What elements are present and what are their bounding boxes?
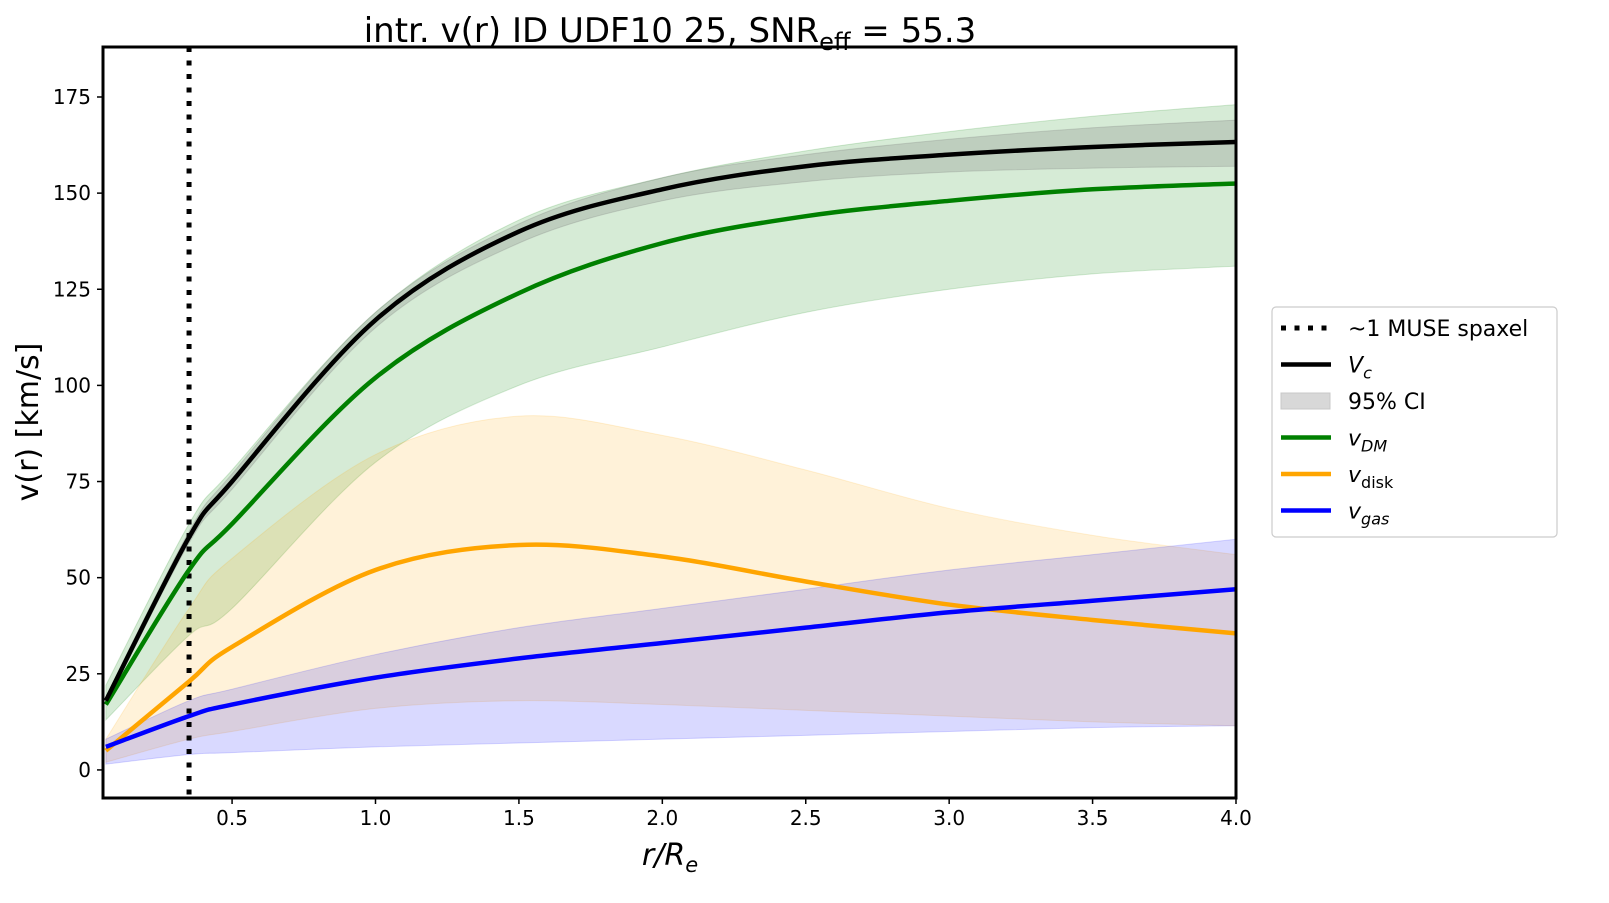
plot-area: 0.5 1.0 1.5 2.0 2.5 3.0 3.5 4.0 0 25 50 75 100 125 150… <box>53 45 1252 830</box>
vdisk-line <box>104 542 1236 753</box>
legend-ci-label: 95% CI <box>1348 390 1426 415</box>
vgas-ci-band <box>105 538 1236 765</box>
y-tick-label: 0 <box>78 758 91 782</box>
legend-ci-patch <box>1280 392 1331 410</box>
legend: ~1 MUSE spaxel Vc 95% CI vDM vdisk vgas <box>1271 306 1558 538</box>
vdm-ci-band <box>105 104 1236 722</box>
x-tick-label: 1.0 <box>360 806 392 830</box>
vc-line <box>103 139 1236 702</box>
y-tick-label: 25 <box>66 662 91 686</box>
y-tick-label: 125 <box>53 277 91 301</box>
y-tick-label: 50 <box>66 566 91 590</box>
y-axis-label: v(r) [km/s] <box>11 343 46 502</box>
vc-ci-band <box>105 119 1236 705</box>
vgas-line <box>105 586 1236 749</box>
x-tick-label: 3.0 <box>933 806 965 830</box>
legend-box <box>1271 306 1558 538</box>
vdm-line <box>103 181 1236 706</box>
plot-frame <box>101 45 1238 800</box>
y-tick-label: 175 <box>53 85 91 109</box>
chart-title: intr. v(r) ID UDF10 25, SNReff = 55.3 <box>364 11 977 56</box>
x-tick-label: 2.0 <box>646 806 678 830</box>
legend-vgas-label: vgas <box>1348 500 1389 529</box>
x-tick-label: 1.5 <box>503 806 535 830</box>
legend-vdisk-label: vdisk <box>1348 463 1394 492</box>
x-tick-label: 3.5 <box>1077 806 1109 830</box>
x-tick-label: 2.5 <box>790 806 822 830</box>
x-tick-label: 0.5 <box>216 806 248 830</box>
y-tick-label: 150 <box>53 181 91 205</box>
x-tick-label: 4.0 <box>1220 806 1252 830</box>
legend-spaxel-label: ~1 MUSE spaxel <box>1348 317 1528 342</box>
series-group <box>103 47 1236 798</box>
legend-vc-label: Vc <box>1348 354 1372 383</box>
y-tick-label: 100 <box>53 373 91 397</box>
legend-vdm-label: vDM <box>1348 427 1387 456</box>
y-tick-label: 75 <box>66 470 91 494</box>
x-axis-label: r/Re <box>642 838 698 877</box>
